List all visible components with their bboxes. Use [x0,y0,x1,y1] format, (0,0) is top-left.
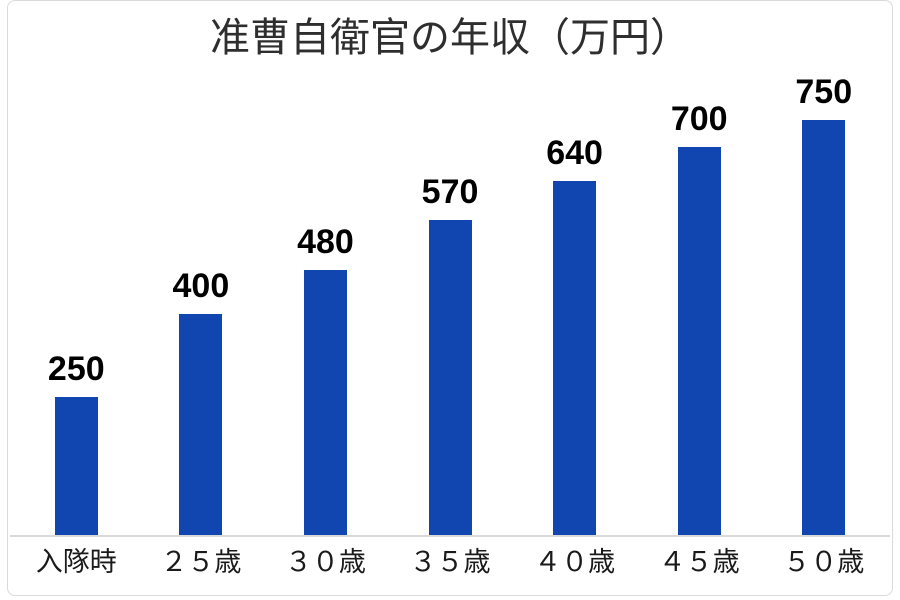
bar-value-label: 480 [297,223,354,261]
x-axis-tick-label: ４５歳 [658,547,740,577]
bar-column: 570 [388,175,513,536]
chart-title: 准曹自衛官の年収（万円） [210,16,690,60]
bar-value-label: 570 [421,173,479,211]
bar-value-label: 250 [47,350,105,388]
x-axis-line [10,535,890,537]
x-axis-tick-label: 入隊時 [35,547,117,577]
bar-column: 750 [761,75,886,536]
bar [802,120,846,536]
plot-area: 250 400 480 570 640 700 750 [14,0,886,536]
bar-column: 250 [14,352,139,536]
bar-value-label: 750 [795,73,853,111]
x-axis-tick-label: ２５歳 [160,547,242,577]
bar [553,181,597,536]
bar [428,220,472,536]
x-axis-tick-label: ４０歳 [534,547,616,577]
x-axis-tick-label: ３５歳 [409,547,491,577]
bar-value-label: 700 [670,100,728,138]
bar-column: 700 [637,102,762,536]
bar-value-label: 640 [546,134,603,172]
bar [677,147,721,536]
x-axis-labels: 入隊時 ２５歳 ３０歳 ３５歳 ４０歳 ４５歳 ５０歳 [14,546,886,578]
x-axis-tick-label: ５０歳 [783,547,865,577]
bar [303,270,347,536]
bar-value-label: 400 [172,267,230,305]
bar-column: 400 [139,269,264,536]
bar [179,314,223,536]
bar [54,397,98,536]
bar-column: 480 [263,225,388,536]
x-axis-tick-label: ３０歳 [284,547,366,577]
bar-column: 640 [512,136,637,536]
